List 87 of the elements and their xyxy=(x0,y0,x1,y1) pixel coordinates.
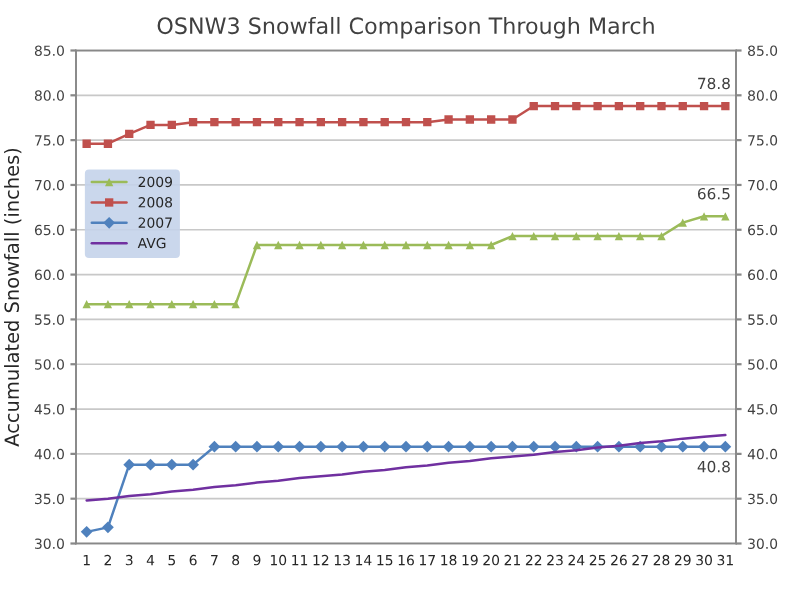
point xyxy=(614,231,624,241)
point xyxy=(719,440,732,453)
point xyxy=(103,300,113,309)
point xyxy=(465,240,475,250)
point xyxy=(593,101,602,111)
point xyxy=(721,101,730,111)
point xyxy=(657,231,666,241)
point xyxy=(252,240,262,250)
point xyxy=(423,240,432,250)
point xyxy=(357,440,370,453)
point xyxy=(378,440,391,453)
point xyxy=(102,521,114,534)
point xyxy=(295,240,304,250)
point xyxy=(380,240,389,250)
point xyxy=(529,231,538,241)
point xyxy=(293,440,306,453)
point xyxy=(657,101,666,111)
point xyxy=(678,101,687,111)
point xyxy=(167,300,176,309)
point xyxy=(80,525,93,538)
point xyxy=(103,139,113,148)
point xyxy=(146,300,155,309)
y-axis-title: Accumulated Snowfall (inches) xyxy=(4,148,22,447)
point xyxy=(423,118,432,127)
point xyxy=(614,101,624,111)
point xyxy=(699,101,709,111)
point xyxy=(231,118,240,127)
point xyxy=(125,129,134,139)
point xyxy=(316,240,326,250)
point xyxy=(678,218,687,227)
point xyxy=(188,300,198,309)
point xyxy=(167,120,176,130)
point xyxy=(698,440,710,453)
point xyxy=(187,458,199,471)
point xyxy=(508,231,517,241)
point xyxy=(636,231,645,241)
point xyxy=(146,120,155,130)
line-series xyxy=(82,212,730,309)
point xyxy=(593,231,602,241)
point xyxy=(400,440,412,453)
point xyxy=(231,300,240,309)
point xyxy=(188,118,198,127)
point xyxy=(550,231,560,241)
point xyxy=(252,118,262,127)
point xyxy=(401,240,411,250)
point xyxy=(125,300,134,309)
point xyxy=(208,440,221,453)
point xyxy=(210,300,219,309)
point xyxy=(229,440,242,453)
point xyxy=(274,118,283,127)
point xyxy=(380,118,389,127)
point xyxy=(295,118,304,127)
point xyxy=(444,240,453,250)
point xyxy=(272,440,285,453)
point xyxy=(274,240,283,250)
point xyxy=(721,212,730,221)
point xyxy=(636,101,645,111)
point xyxy=(316,118,326,127)
point xyxy=(486,115,496,124)
point xyxy=(550,101,560,111)
point xyxy=(465,115,475,124)
point xyxy=(486,240,496,250)
point xyxy=(401,118,411,127)
point xyxy=(337,240,347,250)
point xyxy=(508,115,517,124)
point xyxy=(572,231,581,241)
point xyxy=(337,118,347,127)
point xyxy=(572,101,581,111)
point xyxy=(359,240,368,250)
point xyxy=(210,118,219,127)
point xyxy=(527,440,540,453)
point xyxy=(444,115,453,124)
point xyxy=(165,458,178,471)
point xyxy=(359,118,368,127)
point xyxy=(421,440,434,453)
point xyxy=(529,101,538,111)
point xyxy=(82,139,91,148)
chart-title: OSNW3 Snowfall Comparison Through March xyxy=(157,16,654,39)
point xyxy=(144,458,157,471)
point xyxy=(123,458,136,471)
line-series xyxy=(85,433,727,502)
point xyxy=(699,212,709,221)
point xyxy=(506,440,519,453)
point xyxy=(251,440,263,453)
point xyxy=(442,440,455,453)
point xyxy=(676,440,689,453)
point xyxy=(82,300,91,309)
